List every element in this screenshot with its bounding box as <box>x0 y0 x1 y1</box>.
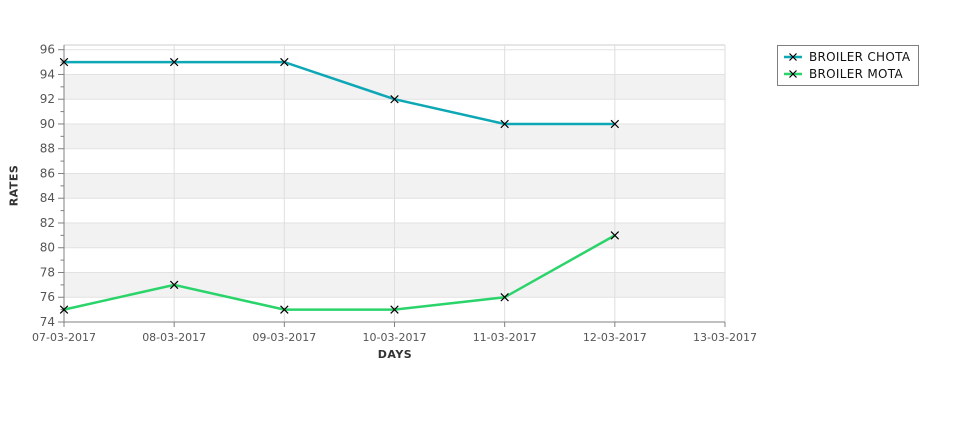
svg-text:84: 84 <box>40 191 55 205</box>
svg-text:80: 80 <box>40 241 55 255</box>
svg-text:90: 90 <box>40 117 55 131</box>
svg-text:82: 82 <box>40 216 55 230</box>
svg-text:88: 88 <box>40 142 55 156</box>
series-line-x-marker-icon <box>784 69 802 78</box>
svg-text:86: 86 <box>40 166 55 180</box>
legend-item-broiler-chota: BROILER CHOTA <box>783 48 910 65</box>
svg-text:10-03-2017: 10-03-2017 <box>363 331 427 344</box>
svg-text:96: 96 <box>40 43 55 57</box>
legend-label-broiler-chota: BROILER CHOTA <box>809 49 911 64</box>
legend-label-broiler-mota: BROILER MOTA <box>809 66 903 81</box>
svg-text:76: 76 <box>40 290 55 304</box>
y-axis-title: RATES <box>7 164 21 207</box>
series-line-x-marker-icon <box>784 52 802 61</box>
svg-text:74: 74 <box>40 315 55 329</box>
svg-text:92: 92 <box>40 92 55 106</box>
svg-text:09-03-2017: 09-03-2017 <box>252 331 316 344</box>
x-axis-title: DAYS <box>377 348 413 361</box>
svg-text:12-03-2017: 12-03-2017 <box>583 331 647 344</box>
svg-text:78: 78 <box>40 265 55 279</box>
svg-text:13-03-2017: 13-03-2017 <box>693 331 757 344</box>
svg-text:07-03-2017: 07-03-2017 <box>32 331 96 344</box>
legend: BROILER CHOTA BROILER MOTA <box>777 45 920 86</box>
svg-text:94: 94 <box>40 67 55 81</box>
svg-text:11-03-2017: 11-03-2017 <box>473 331 537 344</box>
legend-item-broiler-mota: BROILER MOTA <box>783 65 910 82</box>
svg-text:08-03-2017: 08-03-2017 <box>142 331 206 344</box>
